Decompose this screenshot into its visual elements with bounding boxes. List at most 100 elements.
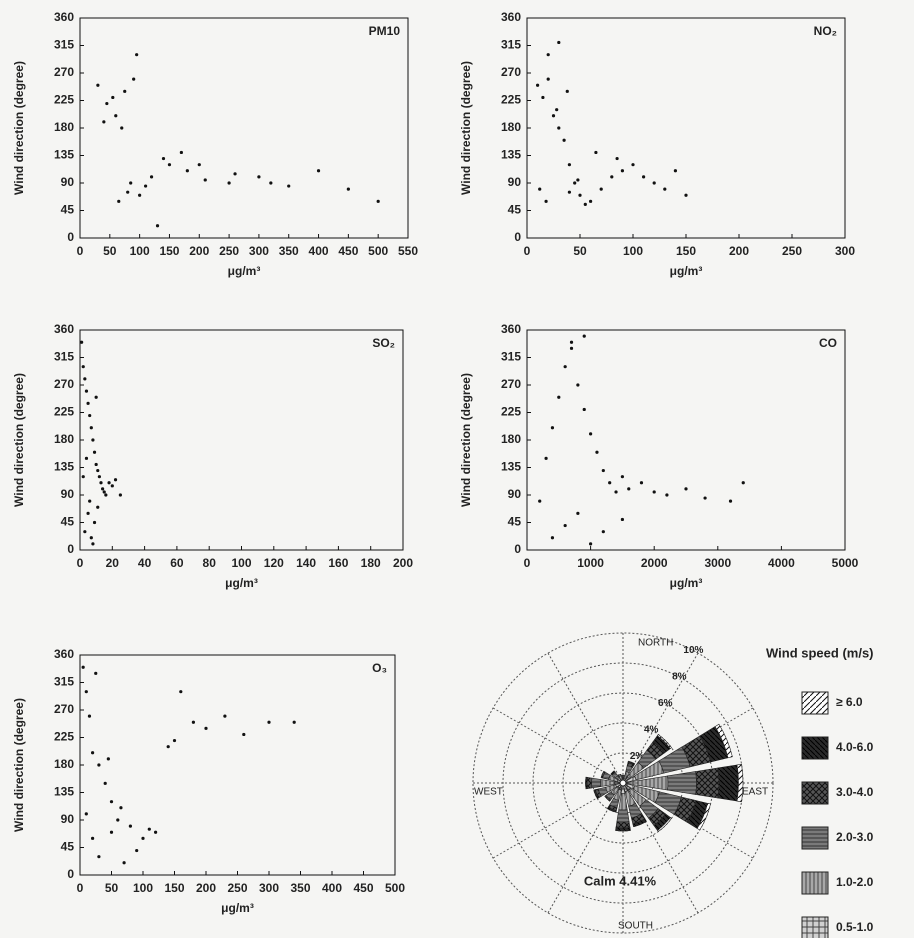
rose-segment <box>696 802 711 831</box>
data-point <box>135 53 139 57</box>
ring-label: 4% <box>644 725 659 736</box>
y-axis-label: Wind direction (degree) <box>12 61 26 195</box>
x-tick-label: 50 <box>105 881 119 895</box>
data-point <box>608 481 612 485</box>
data-point <box>94 671 98 675</box>
data-point <box>91 751 95 755</box>
data-point <box>94 462 98 467</box>
data-point <box>573 181 577 185</box>
x-tick-label: 100 <box>231 556 251 570</box>
segment-hatch <box>618 773 621 776</box>
data-point <box>576 511 580 515</box>
data-point <box>138 193 142 197</box>
rose-segment <box>717 764 739 802</box>
data-point <box>684 487 688 491</box>
data-point <box>546 77 550 81</box>
y-axis-label: Wind direction (degree) <box>459 373 473 507</box>
data-point <box>536 83 540 87</box>
data-point <box>703 496 707 500</box>
y-tick-label: 180 <box>501 432 521 446</box>
data-point <box>610 175 614 179</box>
data-point <box>589 542 593 546</box>
x-tick-label: 0 <box>77 556 84 570</box>
data-point <box>631 163 635 167</box>
ring-label: 2% <box>630 751 645 762</box>
y-tick-label: 45 <box>508 203 522 217</box>
data-point <box>663 187 667 191</box>
y-tick-label: 0 <box>514 230 521 244</box>
rose-segment <box>605 791 615 801</box>
x-axis-label: μg/m³ <box>670 264 703 278</box>
data-point <box>149 175 154 179</box>
spoke <box>492 707 624 784</box>
data-point <box>550 426 555 430</box>
data-point <box>563 365 567 369</box>
data-point <box>132 77 136 81</box>
data-point <box>101 487 105 491</box>
rose-segment <box>600 771 605 778</box>
data-point <box>81 365 85 369</box>
data-point <box>316 169 321 173</box>
data-point <box>639 481 644 485</box>
data-point <box>557 40 561 45</box>
data-point <box>652 181 656 185</box>
x-tick-label: 200 <box>196 881 216 895</box>
data-point <box>161 156 166 161</box>
x-tick-label: 300 <box>835 244 855 258</box>
segment-hatch <box>610 770 615 775</box>
x-tick-label: 250 <box>227 881 247 895</box>
data-point <box>84 690 88 694</box>
spoke <box>622 652 699 784</box>
y-tick-label: 225 <box>54 405 74 419</box>
y-tick-label: 90 <box>61 487 75 501</box>
ring <box>472 632 774 934</box>
plot-title: CO <box>819 336 837 350</box>
x-tick-label: 200 <box>393 556 413 570</box>
x-tick-label: 0 <box>524 556 531 570</box>
data-point <box>91 542 95 546</box>
data-point <box>242 732 246 737</box>
x-tick-label: 350 <box>290 881 310 895</box>
data-point <box>166 745 170 749</box>
rose-segment <box>591 777 602 789</box>
segment-hatch <box>714 723 733 759</box>
y-tick-label: 90 <box>61 175 75 189</box>
rose-segment <box>615 821 631 829</box>
segment-hatch <box>656 816 672 832</box>
data-point <box>83 530 87 534</box>
data-point <box>172 738 177 743</box>
plot-frame <box>79 17 409 239</box>
data-point <box>118 493 122 497</box>
y-tick-label: 270 <box>54 377 74 391</box>
y-tick-label: 315 <box>54 350 74 364</box>
data-point <box>86 401 90 405</box>
legend-hatch <box>801 871 829 895</box>
y-tick-label: 90 <box>508 487 522 501</box>
x-axis-label: μg/m³ <box>221 901 254 915</box>
segment-hatch <box>628 760 635 765</box>
x-tick-label: 100 <box>130 244 150 258</box>
data-point <box>346 187 350 191</box>
data-point <box>620 517 625 522</box>
compass-label: WEST <box>474 787 503 798</box>
data-point <box>117 199 121 203</box>
data-point <box>567 163 572 167</box>
data-point <box>627 487 631 491</box>
legend-label: 3.0-4.0 <box>836 785 874 799</box>
data-point <box>557 395 561 399</box>
ring-label: 10% <box>683 645 703 656</box>
y-axis-label: Wind direction (degree) <box>12 373 26 507</box>
data-point <box>129 181 133 185</box>
segment-hatch <box>696 802 711 831</box>
legend-title: Wind speed (m/s) <box>766 645 874 660</box>
x-tick-label: 300 <box>259 881 279 895</box>
data-point <box>97 763 101 767</box>
data-point <box>203 178 207 182</box>
x-tick-label: 50 <box>103 244 117 258</box>
y-tick-label: 180 <box>501 120 521 134</box>
y-tick-label: 135 <box>54 460 74 474</box>
data-point <box>728 499 733 503</box>
data-point <box>204 726 208 730</box>
x-axis-label: μg/m³ <box>670 576 703 590</box>
y-tick-label: 45 <box>61 840 75 854</box>
